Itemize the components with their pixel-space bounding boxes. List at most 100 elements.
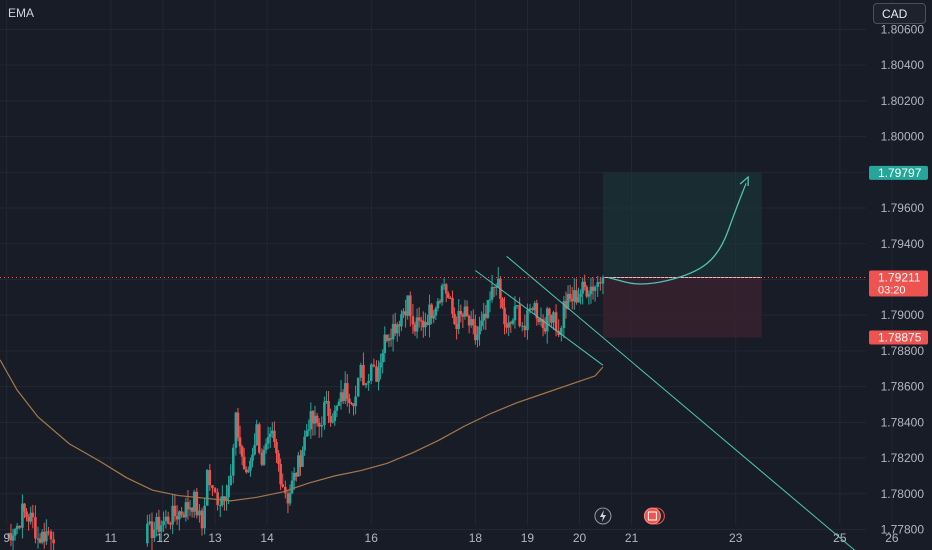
candle-body bbox=[335, 405, 339, 411]
candle-body bbox=[180, 511, 183, 515]
candle-body bbox=[350, 402, 353, 404]
price-axis-label: 1.79000 bbox=[881, 308, 925, 322]
candle-body bbox=[268, 433, 272, 437]
price-axis-label: 1.80200 bbox=[881, 94, 925, 108]
candle-body bbox=[428, 304, 431, 325]
candle-body bbox=[533, 303, 537, 311]
candle-body bbox=[166, 516, 170, 524]
candle-body bbox=[305, 430, 308, 437]
candle bbox=[430, 303, 433, 325]
candle-body bbox=[315, 415, 319, 423]
candle-body bbox=[42, 531, 46, 542]
candle bbox=[234, 411, 238, 456]
candle-body bbox=[395, 324, 399, 334]
candle-body bbox=[577, 297, 580, 303]
candle-body bbox=[372, 364, 376, 367]
candle bbox=[175, 505, 179, 525]
candle bbox=[599, 276, 602, 291]
price-tag-label: 1.79211 bbox=[878, 271, 921, 285]
candle bbox=[277, 450, 280, 472]
candle bbox=[268, 427, 272, 449]
candle bbox=[335, 404, 339, 418]
candle bbox=[188, 499, 192, 517]
candle bbox=[518, 297, 521, 328]
candle bbox=[38, 533, 42, 544]
candle bbox=[40, 529, 44, 545]
candle-body bbox=[242, 456, 246, 470]
ema-line bbox=[0, 359, 604, 502]
candle bbox=[303, 430, 306, 456]
event-markers bbox=[594, 507, 665, 525]
candle bbox=[440, 283, 444, 306]
candle bbox=[432, 309, 436, 324]
price-axis-label: 1.79400 bbox=[881, 237, 925, 251]
price-tag-bg bbox=[869, 165, 928, 180]
candle bbox=[169, 521, 172, 530]
arrow-head-icon bbox=[739, 175, 749, 187]
candle bbox=[413, 321, 417, 336]
candle-body bbox=[434, 308, 438, 316]
candle bbox=[211, 485, 214, 496]
candle bbox=[545, 306, 549, 344]
candle bbox=[579, 289, 582, 305]
candle-body bbox=[184, 502, 188, 518]
candle-body bbox=[520, 325, 524, 327]
candle bbox=[494, 283, 498, 296]
candle-body bbox=[575, 290, 578, 303]
candle-body bbox=[231, 447, 235, 476]
candle-body bbox=[548, 308, 551, 316]
candle-body bbox=[31, 512, 35, 518]
candle-body bbox=[446, 293, 450, 298]
candle-body bbox=[444, 284, 448, 294]
indicator-label[interactable]: EMA bbox=[8, 6, 35, 20]
candle-body bbox=[559, 328, 563, 336]
candle-body bbox=[543, 328, 547, 332]
candle bbox=[313, 405, 317, 436]
candle-body bbox=[415, 317, 419, 332]
candle-body bbox=[281, 484, 285, 487]
candle bbox=[375, 360, 378, 383]
candle bbox=[192, 489, 196, 518]
candle-body bbox=[478, 326, 481, 335]
candle bbox=[7, 532, 11, 538]
candle-body bbox=[238, 437, 242, 447]
candle bbox=[513, 296, 517, 329]
candle bbox=[205, 468, 209, 506]
candle-body bbox=[227, 485, 230, 498]
candle bbox=[52, 531, 55, 550]
candle bbox=[249, 457, 252, 477]
candle-body bbox=[329, 415, 332, 423]
candle-body bbox=[301, 450, 304, 467]
candle bbox=[266, 426, 270, 450]
candle-body bbox=[157, 516, 161, 532]
price-axis-label: 1.80000 bbox=[881, 130, 925, 144]
time-axis-label: 16 bbox=[365, 531, 379, 545]
time-axis-label: 9 bbox=[3, 531, 10, 545]
candle bbox=[200, 507, 204, 536]
calendar-icon[interactable] bbox=[643, 507, 665, 525]
currency-button[interactable]: CAD bbox=[873, 3, 926, 24]
candle-body bbox=[474, 325, 477, 341]
candle-body bbox=[526, 310, 529, 331]
candle bbox=[474, 314, 477, 345]
candle bbox=[395, 322, 399, 342]
candle-body bbox=[377, 367, 380, 382]
candle-body bbox=[343, 383, 347, 401]
candle-body bbox=[292, 472, 296, 481]
candle-body bbox=[505, 324, 508, 328]
candle bbox=[190, 507, 194, 518]
candle bbox=[290, 471, 294, 495]
candle bbox=[596, 275, 600, 297]
candle-body bbox=[359, 364, 363, 378]
candle bbox=[478, 316, 481, 346]
candle-body bbox=[190, 507, 194, 512]
candle-body bbox=[313, 415, 317, 424]
candle-body bbox=[554, 312, 558, 331]
lightning-icon[interactable] bbox=[594, 507, 612, 525]
candle-body bbox=[471, 319, 475, 326]
candle-body bbox=[440, 285, 444, 303]
candle-body bbox=[146, 523, 149, 544]
candle bbox=[195, 487, 199, 519]
